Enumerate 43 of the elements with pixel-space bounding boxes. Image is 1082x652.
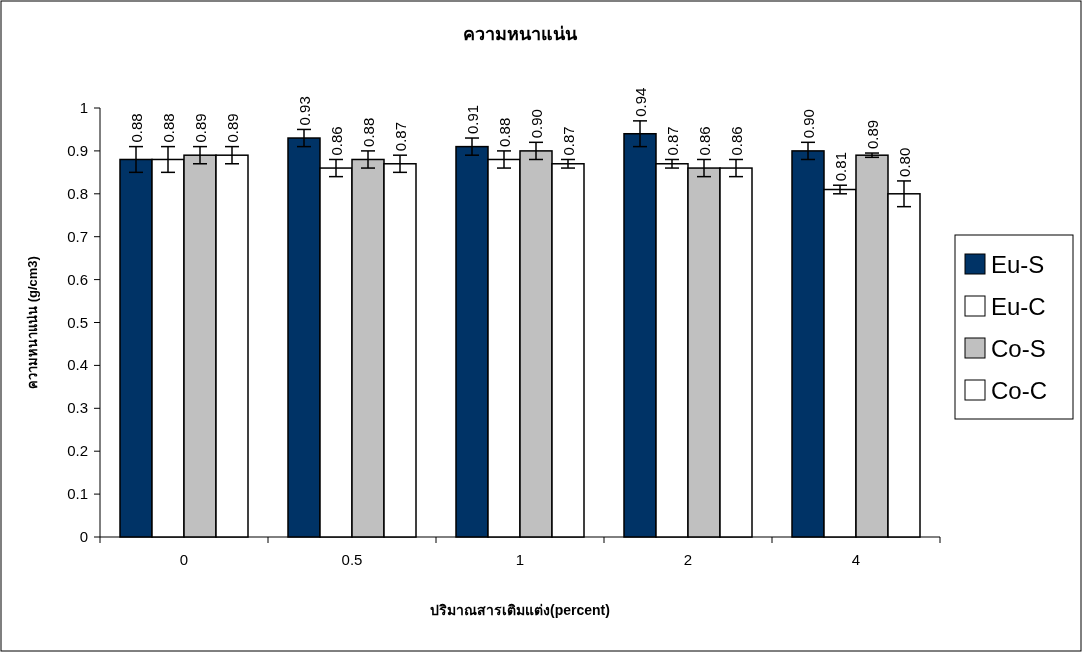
y-tick-label: 0.3 xyxy=(67,399,88,417)
data-label: 0.89 xyxy=(224,113,241,143)
y-tick-label: 0.7 xyxy=(67,227,88,245)
y-axis-title: ความหนาแน่น (g/cm3) xyxy=(25,256,40,389)
data-label: 0.88 xyxy=(128,113,145,143)
x-axis-title: ปริมาณสารเติมแต่ง(percent) xyxy=(430,602,610,618)
data-label: 0.86 xyxy=(328,126,345,156)
x-tick-label: 0 xyxy=(179,551,189,568)
data-label: 0.90 xyxy=(528,109,545,139)
legend-label: Eu-S xyxy=(991,251,1045,278)
legend-label: Eu-C xyxy=(991,293,1046,320)
data-label: 0.91 xyxy=(464,104,481,135)
y-tick-label: 0.6 xyxy=(67,270,88,288)
data-label: 0.93 xyxy=(296,96,313,126)
y-tick-label: 1 xyxy=(79,99,88,116)
data-label: 0.80 xyxy=(896,147,913,177)
data-label: 0.94 xyxy=(632,87,649,117)
chart-title: ความหนาแน่น xyxy=(463,24,578,44)
data-label: 0.86 xyxy=(696,126,713,156)
y-tick-label: 0.1 xyxy=(67,485,88,503)
y-tick-label: 0 xyxy=(79,528,88,545)
y-tick-label: 0.8 xyxy=(67,184,88,202)
legend-label: Co-S xyxy=(991,335,1046,362)
data-label: 0.81 xyxy=(832,152,849,182)
x-tick-label: 4 xyxy=(851,551,861,568)
x-tick-label: 0.5 xyxy=(341,551,363,568)
y-tick-label: 0.2 xyxy=(67,442,88,460)
legend-label: Co-C xyxy=(991,377,1048,404)
data-label: 0.88 xyxy=(160,113,177,143)
x-tick-label: 1 xyxy=(515,551,525,568)
data-label: 0.88 xyxy=(360,117,377,147)
data-label: 0.87 xyxy=(664,126,681,156)
y-tick-label: 0.4 xyxy=(67,356,88,374)
y-tick-label: 0.5 xyxy=(67,313,88,331)
data-label: 0.89 xyxy=(192,113,209,143)
data-label: 0.86 xyxy=(728,126,745,156)
data-label: 0.87 xyxy=(392,121,409,152)
y-tick-label: 0.9 xyxy=(67,141,88,159)
x-tick-label: 2 xyxy=(683,551,693,568)
data-label: 0.90 xyxy=(800,109,817,139)
data-label: 0.89 xyxy=(864,119,881,150)
data-label: 0.87 xyxy=(560,126,577,156)
data-label: 0.88 xyxy=(496,117,513,147)
